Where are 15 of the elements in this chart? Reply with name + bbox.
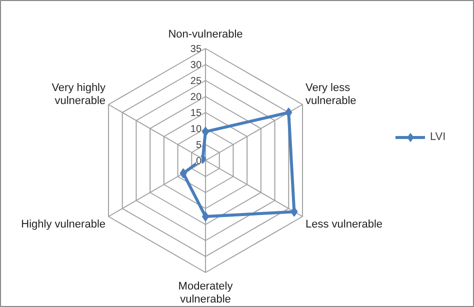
legend-label: LVI: [430, 131, 447, 143]
spoke-label: Highly vulnerable: [21, 218, 106, 230]
y-tick-label: 15: [190, 108, 202, 119]
y-tick-label: 30: [190, 60, 202, 71]
spoke-label: Very less vulnerable: [305, 82, 356, 107]
y-tick-label: 5: [196, 140, 202, 151]
y-tick-label: 20: [190, 92, 202, 103]
y-tick-label: 35: [190, 44, 202, 55]
spoke-label: Moderately vulnerable: [178, 280, 234, 306]
y-tick-label: 10: [190, 124, 202, 135]
spoke-label: Less vulnerable: [305, 218, 383, 230]
spoke-label: Non-vulnerable: [168, 28, 243, 40]
y-tick-label: 25: [190, 76, 202, 87]
y-tick-label: 0: [196, 156, 202, 167]
spoke-label: Very highly vulnerable: [52, 82, 106, 107]
